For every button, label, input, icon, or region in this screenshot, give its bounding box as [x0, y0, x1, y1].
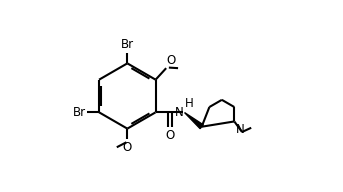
Text: N: N	[175, 106, 184, 119]
Text: O: O	[123, 141, 132, 154]
Polygon shape	[185, 113, 203, 129]
Text: O: O	[167, 54, 176, 67]
Text: H: H	[185, 97, 193, 110]
Text: O: O	[165, 129, 175, 142]
Text: Br: Br	[72, 106, 86, 119]
Text: N: N	[236, 123, 245, 136]
Text: Br: Br	[121, 38, 134, 51]
